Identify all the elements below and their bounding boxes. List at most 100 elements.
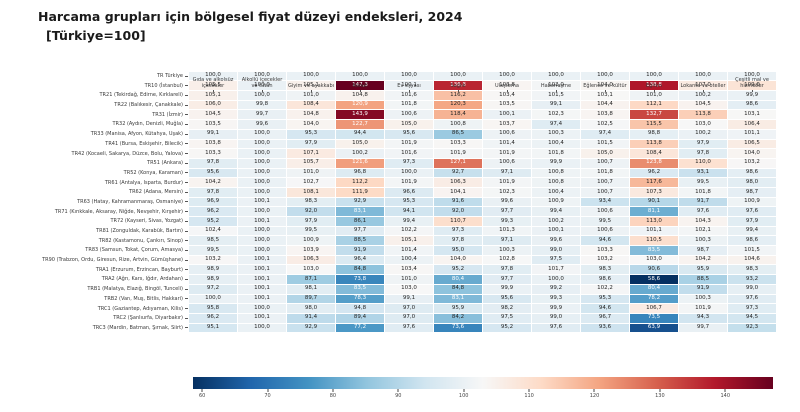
heatmap-cell: 96,2 [630, 168, 678, 178]
heatmap-cell: 96,9 [189, 197, 237, 207]
heatmap-cell: 101,5 [581, 139, 629, 149]
heatmap-cell: 132,7 [630, 110, 678, 120]
heatmap-cell: 100,2 [679, 91, 727, 100]
heatmap-cell: 123,8 [630, 158, 678, 168]
heatmap-cell: 96,2 [189, 313, 237, 323]
heatmap-cell: 97,3 [728, 304, 776, 313]
column-header: Giyim ve ayakkabı [287, 62, 335, 92]
heatmap-cell: 91,4 [287, 313, 335, 323]
heatmap-cell: 100,7 [581, 178, 629, 187]
heatmap-cell: 102,4 [189, 226, 237, 236]
heatmap-cell: 101,4 [385, 246, 433, 255]
heatmap-cell: 100,3 [679, 236, 727, 246]
heatmap-cell: 102,1 [679, 226, 727, 236]
heatmap-cell: 106,3 [434, 178, 482, 187]
heatmap-cell: 78,2 [630, 294, 678, 304]
heatmap-cell: 63,9 [630, 323, 678, 333]
heatmap-cell: 95,6 [385, 129, 433, 139]
row-label: TRC2 (Şanlıurfa, Diyarbakır) [36, 314, 188, 323]
heatmap-cell: 103,1 [581, 91, 629, 100]
heatmap-cell: 100,1 [238, 284, 286, 294]
heatmap-cell: 95,6 [189, 168, 237, 178]
row-label: TRB2 (Van, Muş, Bitlis, Hakkari) [36, 295, 188, 304]
heatmap-cell: 103,4 [483, 91, 531, 100]
heatmap-cell: 94,6 [581, 236, 629, 246]
heatmap-cell: 103,8 [483, 81, 531, 91]
row-label: TR22 (Balıkesir, Çanakkale) [36, 101, 188, 110]
heatmap-cell: 97,6 [679, 207, 727, 216]
heatmap-cell: 100,6 [581, 207, 629, 216]
heatmap-cell: 93,1 [679, 168, 727, 178]
heatmap-cell: 100,1 [238, 313, 286, 323]
heatmap-cell: 99,1 [385, 294, 433, 304]
heatmap-cell: 101,8 [679, 187, 727, 197]
heatmap-cell: 127,1 [434, 158, 482, 168]
heatmap-cell: 98,6 [581, 275, 629, 284]
heatmap-cell: 102,7 [287, 178, 335, 187]
heatmap-cell: 99,8 [238, 100, 286, 110]
heatmap-cell: 101,9 [483, 178, 531, 187]
heatmap-cell: 88,5 [679, 275, 727, 284]
heatmap-cell: 100,2 [679, 129, 727, 139]
heatmap-cell: 101,9 [385, 178, 433, 187]
heatmap-cell: 100,0 [238, 226, 286, 236]
heatmap-cell: 99,4 [385, 217, 433, 226]
colorbar-tick [659, 389, 661, 392]
heatmap-cell: 120,3 [434, 100, 482, 110]
heatmap-cell: 100,0 [189, 71, 237, 81]
heatmap-cell: 117,6 [630, 178, 678, 187]
heatmap-cell: 105,5 [189, 81, 237, 91]
heatmap-cell: 100,3 [483, 246, 531, 255]
column-header: Gıda ve alkolsüz içecekler [189, 62, 237, 92]
heatmap-cell: 94,1 [385, 207, 433, 216]
colorbar-tick [332, 389, 334, 392]
heatmap-cell: 104,0 [287, 120, 335, 129]
heatmap-cell: 100,0 [238, 91, 286, 100]
heatmap-cell: 104,0 [581, 81, 629, 91]
heatmap-cell: 94,3 [679, 313, 727, 323]
heatmap-cell: 101,0 [630, 91, 678, 100]
heatmap-cell: 98,3 [728, 265, 776, 275]
heatmap-cell: 87,1 [287, 275, 335, 284]
heatmap-cell: 100,1 [532, 226, 580, 236]
row-label: TR61 (Antalya, Isparta, Burdur) [36, 178, 188, 187]
heatmap-cell: 100,6 [483, 129, 531, 139]
row-label: TR33 (Manisa, Afyon, Kütahya, Uşak) [36, 130, 188, 139]
heatmap-cell: 101,7 [532, 265, 580, 275]
heatmap-cell: 100,0 [238, 236, 286, 246]
heatmap-cell: 97,8 [189, 187, 237, 197]
heatmap-cell: 88,5 [336, 236, 384, 246]
heatmap-cell: 121,6 [336, 158, 384, 168]
heatmap-cell: 110,7 [434, 217, 482, 226]
heatmap-cell: 97,0 [385, 313, 433, 323]
heatmap-cell: 84,2 [434, 313, 482, 323]
heatmap-cell: 116,2 [434, 91, 482, 100]
heatmap-cell: 99,9 [532, 304, 580, 313]
heatmap-cell: 86,5 [434, 129, 482, 139]
heatmap-cell: 92,0 [434, 207, 482, 216]
heatmap-cell: 104,2 [189, 178, 237, 187]
heatmap-cell: 99,0 [532, 246, 580, 255]
heatmap-cell: 101,9 [679, 304, 727, 313]
heatmap-cell: 100,0 [581, 71, 629, 81]
heatmap-cell: 99,5 [581, 217, 629, 226]
heatmap-cell: 99,3 [483, 217, 531, 226]
heatmap-cell: 100,0 [238, 71, 286, 81]
heatmap-cell: 104,5 [189, 110, 237, 120]
heatmap-cell: 100,4 [532, 139, 580, 149]
colorbar-tick-label: 80 [329, 393, 337, 399]
colorbar-tick-label: 90 [395, 393, 402, 399]
colorbar-tick [463, 389, 465, 392]
heatmap-cell: 103,7 [483, 120, 531, 129]
heatmap-cell: 101,4 [483, 139, 531, 149]
heatmap-cell: 94,4 [336, 129, 384, 139]
colorbar-tick-label: 130 [655, 393, 665, 399]
heatmap-cell: 103,0 [385, 284, 433, 294]
heatmap-cell: 104,5 [679, 100, 727, 110]
heatmap-cell: 99,6 [532, 236, 580, 246]
heatmap-cell: 95,9 [679, 265, 727, 275]
heatmap-cell: 73,5 [630, 313, 678, 323]
heatmap-cell: 98,0 [728, 178, 776, 187]
column-header: Eğitim [630, 62, 678, 92]
heatmap-cell: 106,4 [728, 120, 776, 129]
